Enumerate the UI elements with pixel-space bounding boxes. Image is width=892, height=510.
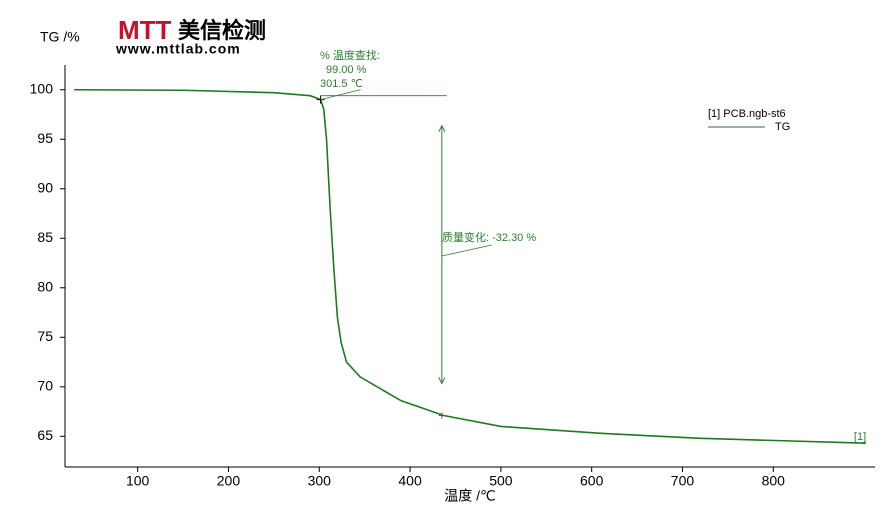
step-label: 质量变化: -32.30 %	[442, 230, 536, 244]
y-tick-label: 85	[37, 229, 53, 245]
lookup-label: % 温度查找:	[320, 48, 380, 62]
x-tick-label: 700	[671, 473, 695, 489]
x-tick-label: 500	[489, 473, 513, 489]
step-head	[438, 124, 446, 385]
y-tick-label: 100	[30, 80, 54, 96]
y-axis-label: TG /%	[40, 29, 80, 45]
x-axis-label: 温度 /℃	[444, 488, 496, 504]
x-tick-label: 600	[580, 473, 604, 489]
lookup-leader	[320, 89, 361, 101]
end-label: [1]	[854, 431, 866, 443]
logo-url: www.mttlab.com	[115, 41, 241, 57]
y-tick-label: 75	[37, 328, 53, 344]
x-tick-label: 800	[762, 473, 786, 489]
step-tick	[438, 412, 445, 419]
legend-sub: TG	[775, 121, 790, 133]
y-tick-label: 95	[37, 130, 53, 146]
y-tick-label: 80	[37, 278, 53, 294]
x-tick-label: 400	[398, 473, 422, 489]
lookup-label: 99.00 %	[326, 64, 367, 76]
x-tick-label: 200	[217, 473, 241, 489]
y-tick-label: 65	[37, 427, 53, 443]
line	[74, 88, 866, 445]
step-leader	[441, 244, 492, 257]
y-tick-label: 70	[37, 378, 53, 394]
lookup-label: 301.5 ℃	[320, 78, 363, 90]
lookup-cross	[316, 95, 325, 104]
x-tick-label: 300	[308, 473, 332, 489]
logo-brand: MTT	[118, 15, 172, 45]
y-tick-label: 90	[37, 179, 53, 195]
logo-name: 美信检测	[178, 18, 266, 43]
x-tick-label: 100	[126, 473, 150, 489]
legend-name: [1] PCB.ngb-st6	[708, 108, 786, 120]
